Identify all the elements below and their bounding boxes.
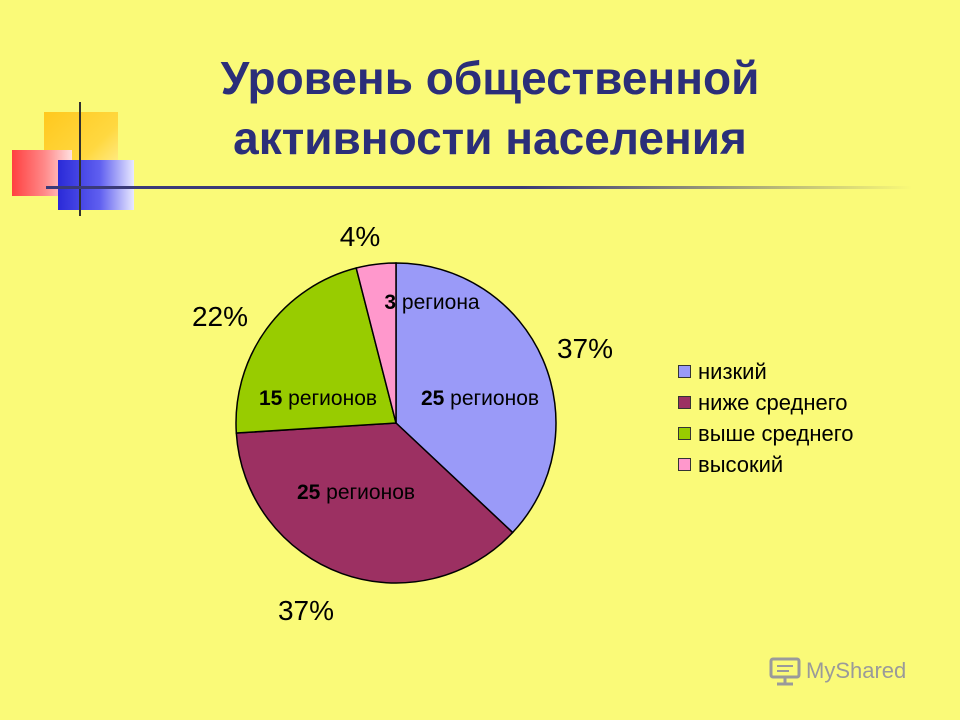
legend-item-below-average: ниже среднего (678, 387, 853, 418)
slide-title: Уровень общественной активности населени… (140, 48, 840, 168)
pie-slice-high (355, 262, 397, 424)
pie-slice-low (395, 262, 557, 534)
title-underline (46, 186, 912, 189)
legend-label-high: высокий (698, 451, 784, 477)
percent-label-above-average: 22% (192, 301, 248, 332)
region-count-label-high: 3 региона (384, 291, 480, 314)
region-count-label-below-average: 25 регионов (297, 481, 415, 504)
legend-swatch-below-average (678, 396, 691, 409)
legend-swatch-low (678, 365, 691, 378)
watermark-text: MyShared (806, 658, 907, 683)
region-count-label-low: 25 регионов (421, 387, 539, 410)
legend-label-low: низкий (698, 358, 767, 384)
legend-swatch-above-average (678, 427, 691, 440)
pie-slice-below-average (235, 422, 514, 584)
legend-item-high: высокий (678, 449, 853, 480)
pie-slice-above-average (235, 267, 397, 434)
region-count-label-above-average: 15 регионов (259, 387, 377, 410)
legend-swatch-high (678, 458, 691, 471)
myshared-watermark: MyShared (768, 656, 906, 686)
title-decoration-vertical-line (79, 102, 81, 216)
legend-item-above-average: выше среднего (678, 418, 853, 449)
percent-label-below-average: 37% (278, 595, 334, 626)
slide-title-line-1: Уровень общественной (220, 52, 760, 104)
legend-item-low: низкий (678, 356, 853, 387)
chart-legend: низкий ниже среднего выше среднего высок… (678, 356, 853, 480)
presentation-board-icon (769, 657, 801, 686)
slide-title-line-2: активности населения (233, 112, 747, 164)
legend-label-above-average: выше среднего (698, 420, 854, 446)
legend-label-below-average: ниже среднего (698, 389, 848, 415)
percent-label-low: 37% (557, 333, 613, 364)
percent-label-high: 4% (340, 221, 380, 252)
title-decoration-blue-square (58, 160, 134, 210)
